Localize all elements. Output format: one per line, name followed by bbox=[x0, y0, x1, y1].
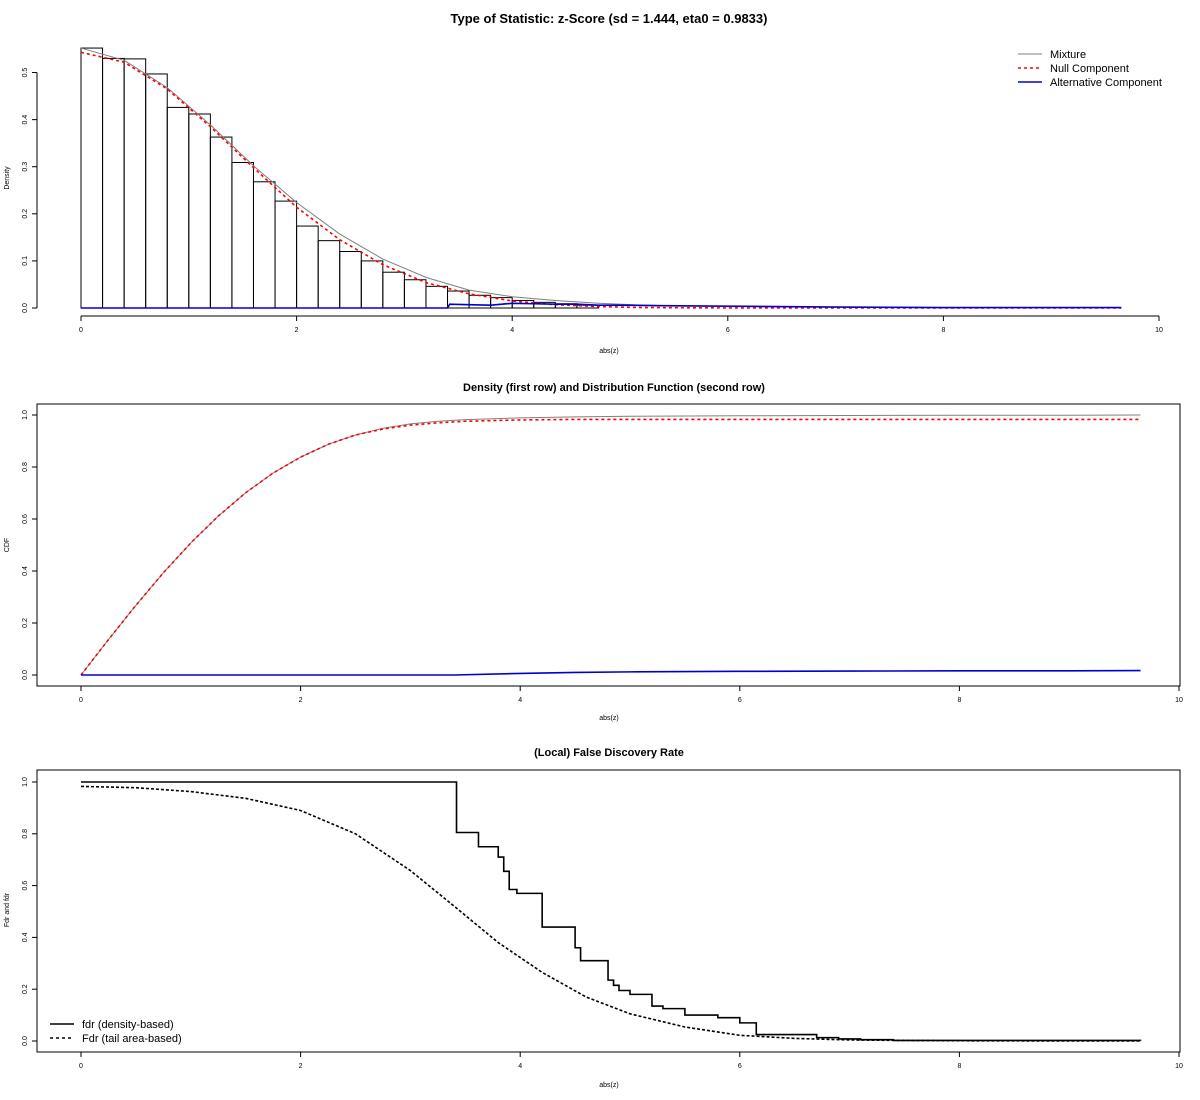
panel1-xlabel: abs(z) bbox=[599, 348, 618, 355]
panel1-hist-bar bbox=[274, 200, 298, 309]
panel2-series-alternative-component bbox=[81, 669, 1141, 676]
panel1-hist-bar bbox=[317, 240, 341, 309]
panel1-series-alternative-component bbox=[81, 302, 1122, 309]
panel1-hist-bar bbox=[339, 250, 362, 309]
panel1-x-tick-label: 6 bbox=[726, 327, 730, 334]
panel2-xlabel: abs(z) bbox=[599, 715, 618, 722]
panel3-x-tick-label: 2 bbox=[299, 1063, 303, 1070]
panel2-x-tick-label: 0 bbox=[79, 697, 83, 704]
panel3-x-tick-label: 6 bbox=[738, 1063, 742, 1070]
panel1-y-tick-label: 0.4 bbox=[22, 115, 29, 125]
panel1-x-tick-label: 10 bbox=[1155, 327, 1163, 334]
panel2-series-null-component bbox=[80, 418, 1141, 676]
panel1-hist-bar bbox=[403, 279, 427, 309]
panel3-plot-box bbox=[36, 769, 1181, 1053]
panel3-x-tick-label: 0 bbox=[79, 1063, 83, 1070]
panel3-y-tick-label: 0.2 bbox=[22, 984, 29, 994]
panel1-hist-bar bbox=[468, 294, 492, 309]
panel3-series-fdr-density-based bbox=[81, 781, 1142, 1042]
panel2-x-tick-label: 6 bbox=[738, 697, 742, 704]
panel3-series-fdr-tail-area-based bbox=[80, 785, 1141, 1042]
panel-fdr: (Local) False Discovery Rate abs(z) Fdr … bbox=[4, 747, 1183, 1089]
panel3-xlabel: abs(z) bbox=[599, 1082, 618, 1089]
panel1-title: Type of Statistic: z-Score (sd = 1.444, … bbox=[451, 11, 768, 26]
panel1-hist-bar bbox=[231, 161, 254, 309]
panel1-y-tick-label: 0.0 bbox=[22, 303, 29, 313]
panel1-ylabel: Density bbox=[4, 166, 11, 190]
panel1-x-tick-label: 2 bbox=[295, 327, 299, 334]
panel1-y-tick-label: 0.5 bbox=[22, 68, 29, 78]
panel2-title: Density (first row) and Distribution Fun… bbox=[463, 382, 765, 394]
panel1-hist-bar bbox=[123, 58, 147, 309]
panel2-x-tick-label: 2 bbox=[299, 697, 303, 704]
panel1-hist-bar bbox=[188, 113, 211, 309]
panel3-x-tick-label: 4 bbox=[518, 1063, 522, 1070]
panel2-plot-box bbox=[36, 403, 1181, 687]
panel3-y-tick-label: 0.0 bbox=[22, 1036, 29, 1046]
panel1-y-tick-label: 0.3 bbox=[22, 162, 29, 172]
panel2-y-tick-label: 0.8 bbox=[22, 462, 29, 472]
panel1-hist-bar bbox=[252, 181, 276, 309]
panel3-legend-label-fdr-density-based: fdr (density-based) bbox=[82, 1019, 174, 1031]
panel3-legend-label-fdr-tail-area-based: Fdr (tail area-based) bbox=[82, 1033, 182, 1045]
panel2-x-tick-label: 4 bbox=[518, 697, 522, 704]
panel1-hist-bar bbox=[166, 106, 190, 309]
panel1-legend-label-alternative-component: Alternative Component bbox=[1050, 77, 1162, 89]
panel3-y-tick-label: 0.4 bbox=[22, 932, 29, 942]
panel1-hist-bar bbox=[80, 47, 104, 309]
panel1-series-mixture bbox=[80, 47, 1122, 309]
panel2-y-tick-label: 1.0 bbox=[22, 410, 29, 420]
panel3-y-tick-label: 1.0 bbox=[22, 777, 29, 787]
panel1-legend-label-null-component: Null Component bbox=[1050, 63, 1129, 75]
panel1-hist-bar bbox=[382, 271, 405, 309]
panel1-x-tick-label: 4 bbox=[510, 327, 514, 334]
panel2-y-tick-label: 0.0 bbox=[22, 670, 29, 680]
panel1-hist-bar bbox=[145, 73, 168, 309]
panel1-legend-label-mixture: Mixture bbox=[1050, 49, 1086, 61]
panel3-legend: fdr (density-based) Fdr (tail area-based) bbox=[50, 1019, 182, 1045]
panel1-hist-bar bbox=[296, 225, 319, 309]
panel1-y-tick-label: 0.2 bbox=[22, 209, 29, 219]
panel1-hist-bar bbox=[209, 136, 233, 309]
panel2-x-tick-label: 10 bbox=[1175, 697, 1183, 704]
panel2-x-tick-label: 8 bbox=[957, 697, 961, 704]
panel2-y-tick-label: 0.2 bbox=[22, 618, 29, 628]
panel1-hist-bar bbox=[102, 57, 125, 309]
panel2-series-mixture bbox=[80, 414, 1141, 676]
panel1-histogram-bars bbox=[80, 47, 599, 309]
panel2-y-tick-label: 0.4 bbox=[22, 566, 29, 576]
panel2-y-tick-label: 0.6 bbox=[22, 514, 29, 524]
panel1-legend: Mixture Null Component Alternative Compone… bbox=[1018, 49, 1162, 89]
panel3-ylabel: Fdr and fdr bbox=[4, 892, 11, 927]
panel3-x-tick-label: 10 bbox=[1175, 1063, 1183, 1070]
panel3-y-tick-label: 0.8 bbox=[22, 829, 29, 839]
panel3-title: (Local) False Discovery Rate bbox=[534, 747, 684, 759]
panel1-y-tick-label: 0.1 bbox=[22, 256, 29, 266]
panel-histogram: Type of Statistic: z-Score (sd = 1.444, … bbox=[4, 11, 1163, 355]
panel1-hist-bar bbox=[425, 285, 449, 309]
panel1-series-null-component bbox=[80, 51, 1122, 309]
panel-cdf: Density (first row) and Distribution Fun… bbox=[4, 382, 1183, 722]
panel3-x-tick-label: 8 bbox=[957, 1063, 961, 1070]
panel2-ylabel: CDF bbox=[4, 538, 11, 552]
panel1-x-tick-label: 8 bbox=[941, 327, 945, 334]
panel3-y-tick-label: 0.6 bbox=[22, 881, 29, 891]
panel1-x-tick-label: 0 bbox=[79, 327, 83, 334]
panel1-hist-bar bbox=[360, 260, 384, 309]
